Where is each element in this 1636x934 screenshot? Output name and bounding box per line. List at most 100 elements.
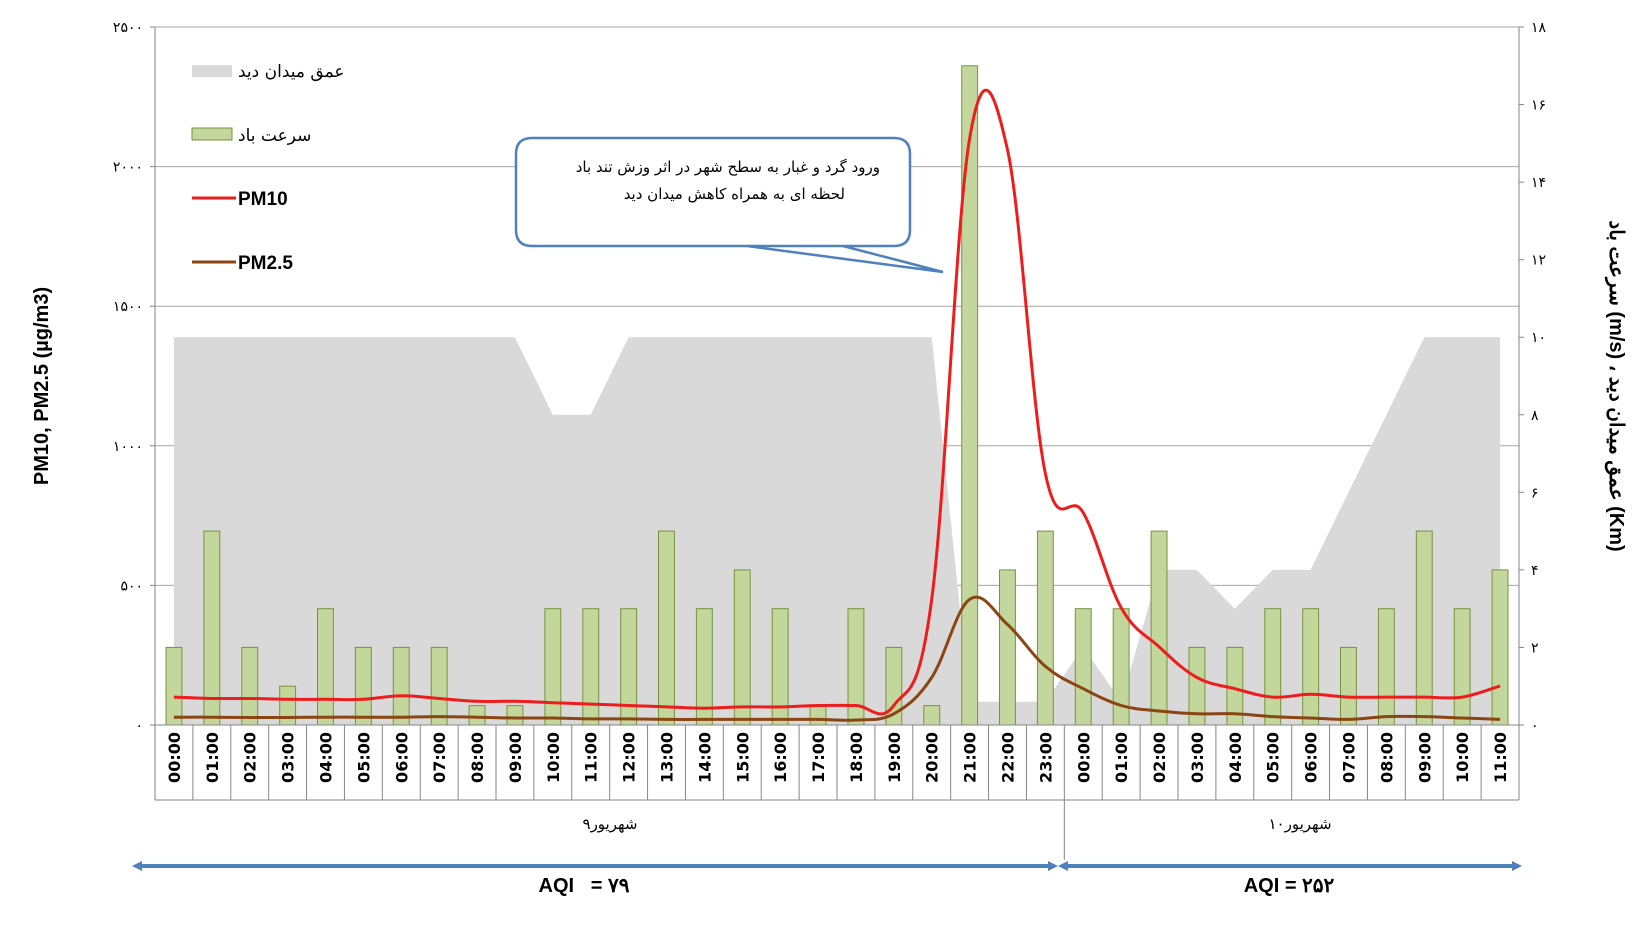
pm25-line xyxy=(173,595,1501,722)
wind-bar xyxy=(317,608,334,726)
x-tick-label: 10:00 xyxy=(544,732,563,783)
x-tick-label: 09:00 xyxy=(506,732,525,783)
left-tick-label: ۲۰۰۰ xyxy=(113,160,143,176)
x-tick-label: 15:00 xyxy=(733,732,752,783)
legend-label-wind: سرعت باد xyxy=(238,126,311,146)
wind-bar xyxy=(1074,608,1092,726)
wind-bar xyxy=(1036,530,1054,726)
x-tick-label: 02:00 xyxy=(1150,732,1169,783)
x-tick-label: 07:00 xyxy=(430,732,449,783)
x-tick-label: 16:00 xyxy=(771,732,790,783)
callout-line-1: ورود گرد و غبار به سطح شهر در اثر وزش تن… xyxy=(576,158,880,176)
date-label-day9: ۹شهریور xyxy=(583,815,638,833)
right-tick-label: ۴ xyxy=(1531,563,1539,579)
right-tick-label: ۱۲ xyxy=(1531,253,1546,269)
right-tick-label: ۲ xyxy=(1531,640,1539,656)
visibility-area xyxy=(173,337,1501,725)
x-tick-label: 07:00 xyxy=(1340,732,1359,783)
x-tick-label: 20:00 xyxy=(923,732,942,783)
x-tick-label: 08:00 xyxy=(468,732,487,783)
right-tick-label: ۶ xyxy=(1531,485,1539,501)
wind-bar xyxy=(1264,608,1282,726)
x-tick-label: 05:00 xyxy=(354,732,373,783)
axes xyxy=(154,27,1520,860)
right-tick-label: ۱۴ xyxy=(1531,175,1546,191)
left-tick-label: ۲۵۰۰ xyxy=(113,20,143,36)
legend-label-pm10: PM10 xyxy=(238,189,288,210)
legend-swatch-wind xyxy=(191,127,233,141)
wind-bar xyxy=(279,685,297,726)
x-tick-label: 08:00 xyxy=(1377,732,1396,783)
left-axis-ticks: ۰ ۵۰۰ ۱۰۰۰ ۱۵۰۰ ۲۰۰۰ ۲۵۰۰ xyxy=(113,20,155,734)
x-tick-label: 01:00 xyxy=(203,732,222,783)
wind-bar xyxy=(999,569,1016,726)
x-tick-label: 04:00 xyxy=(1226,732,1245,783)
visibility-area-layer xyxy=(173,337,1501,725)
x-tick-label: 06:00 xyxy=(392,732,411,783)
wind-bar xyxy=(582,608,600,726)
x-tick-label: 19:00 xyxy=(885,732,904,783)
wind-bar xyxy=(1150,530,1168,726)
wind-bar xyxy=(354,646,372,726)
x-axis-ticks: 00:00 01:00 02:00 03:00 04:00 05:00 06:00 07:00… xyxy=(165,732,1510,783)
x-tick-label: 21:00 xyxy=(961,732,980,783)
left-tick-label: ۰ xyxy=(135,718,143,734)
legend-swatch-visibility xyxy=(192,65,232,77)
right-axis-label: سرعت باد (m/s) ، عمق میدان دید (Km) xyxy=(1604,220,1627,551)
x-tick-label: 14:00 xyxy=(695,732,714,783)
wind-bar xyxy=(430,646,448,726)
wind-bar xyxy=(1340,646,1357,726)
x-tick-label: 02:00 xyxy=(241,732,260,783)
date-label-day10: ۱۰شهریور xyxy=(1268,815,1331,833)
wind-bar xyxy=(1453,608,1471,726)
legend-label-visibility: عمق میدان دید xyxy=(238,62,345,82)
wind-bar xyxy=(392,646,410,726)
x-tick-label: 05:00 xyxy=(1264,732,1283,783)
wind-bar xyxy=(733,569,751,726)
right-tick-label: ۸ xyxy=(1531,408,1539,424)
x-tick-label: 01:00 xyxy=(1112,732,1131,783)
left-axis-label: PM10, PM2.5 (µg/m3) xyxy=(31,287,53,485)
right-axis-ticks: ۰ ۲ ۴ ۶ ۸ ۱۰ ۱۲ ۱۴ ۱۶ ۱۸ xyxy=(1519,20,1547,734)
callout-shape xyxy=(514,136,944,274)
wind-bar xyxy=(1377,608,1395,726)
x-tick-label: 12:00 xyxy=(620,732,639,783)
left-tick-label: ۱۰۰۰ xyxy=(113,439,143,455)
aqi-label-right: AQI = ۲۵۲ xyxy=(1244,875,1335,897)
wind-bar xyxy=(620,608,638,726)
wind-bar xyxy=(506,705,524,726)
x-tick-label: 00:00 xyxy=(1074,732,1093,783)
wind-bar xyxy=(165,646,183,726)
wind-bar xyxy=(241,646,259,726)
wind-bar xyxy=(658,530,675,726)
right-tick-label: ۱۶ xyxy=(1531,98,1546,114)
x-tick-label: 03:00 xyxy=(279,732,298,783)
left-tick-label: ۱۵۰۰ xyxy=(113,299,143,315)
wind-bar xyxy=(1302,608,1320,726)
wind-bar xyxy=(544,608,562,726)
right-tick-label: ۱۰ xyxy=(1531,330,1546,346)
right-tick-label: ۱۸ xyxy=(1531,20,1547,36)
right-tick-label: ۰ xyxy=(1531,718,1539,734)
left-tick-label: ۵۰۰ xyxy=(120,578,143,594)
wind-bar xyxy=(923,705,941,726)
x-tick-label: 06:00 xyxy=(1302,732,1321,783)
x-tick-label: 17:00 xyxy=(809,732,828,783)
x-tick-label: 22:00 xyxy=(999,732,1018,783)
x-tick-label: 11:00 xyxy=(1491,732,1510,783)
x-tick-label: 03:00 xyxy=(1188,732,1207,783)
pm10-line xyxy=(173,88,1501,716)
legend-label-pm25: PM2.5 xyxy=(238,253,293,274)
legend: عمق میدان دید سرعت باد PM10 PM2.5 xyxy=(191,62,345,274)
callout: ورود گرد و غبار به سطح شهر در اثر وزش تن… xyxy=(514,136,944,274)
callout-line-2: لحظه ای به همراه کاهش میدان دید xyxy=(624,185,845,203)
x-tick-label: 13:00 xyxy=(658,732,677,783)
wind-bar xyxy=(809,705,827,726)
wind-bar xyxy=(1491,569,1509,726)
x-tick-label: 11:00 xyxy=(582,732,601,783)
x-tick-label: 23:00 xyxy=(1036,732,1055,783)
pm-line-layer xyxy=(173,88,1501,722)
wind-bar xyxy=(961,65,979,726)
x-tick-label: 00:00 xyxy=(165,732,184,783)
